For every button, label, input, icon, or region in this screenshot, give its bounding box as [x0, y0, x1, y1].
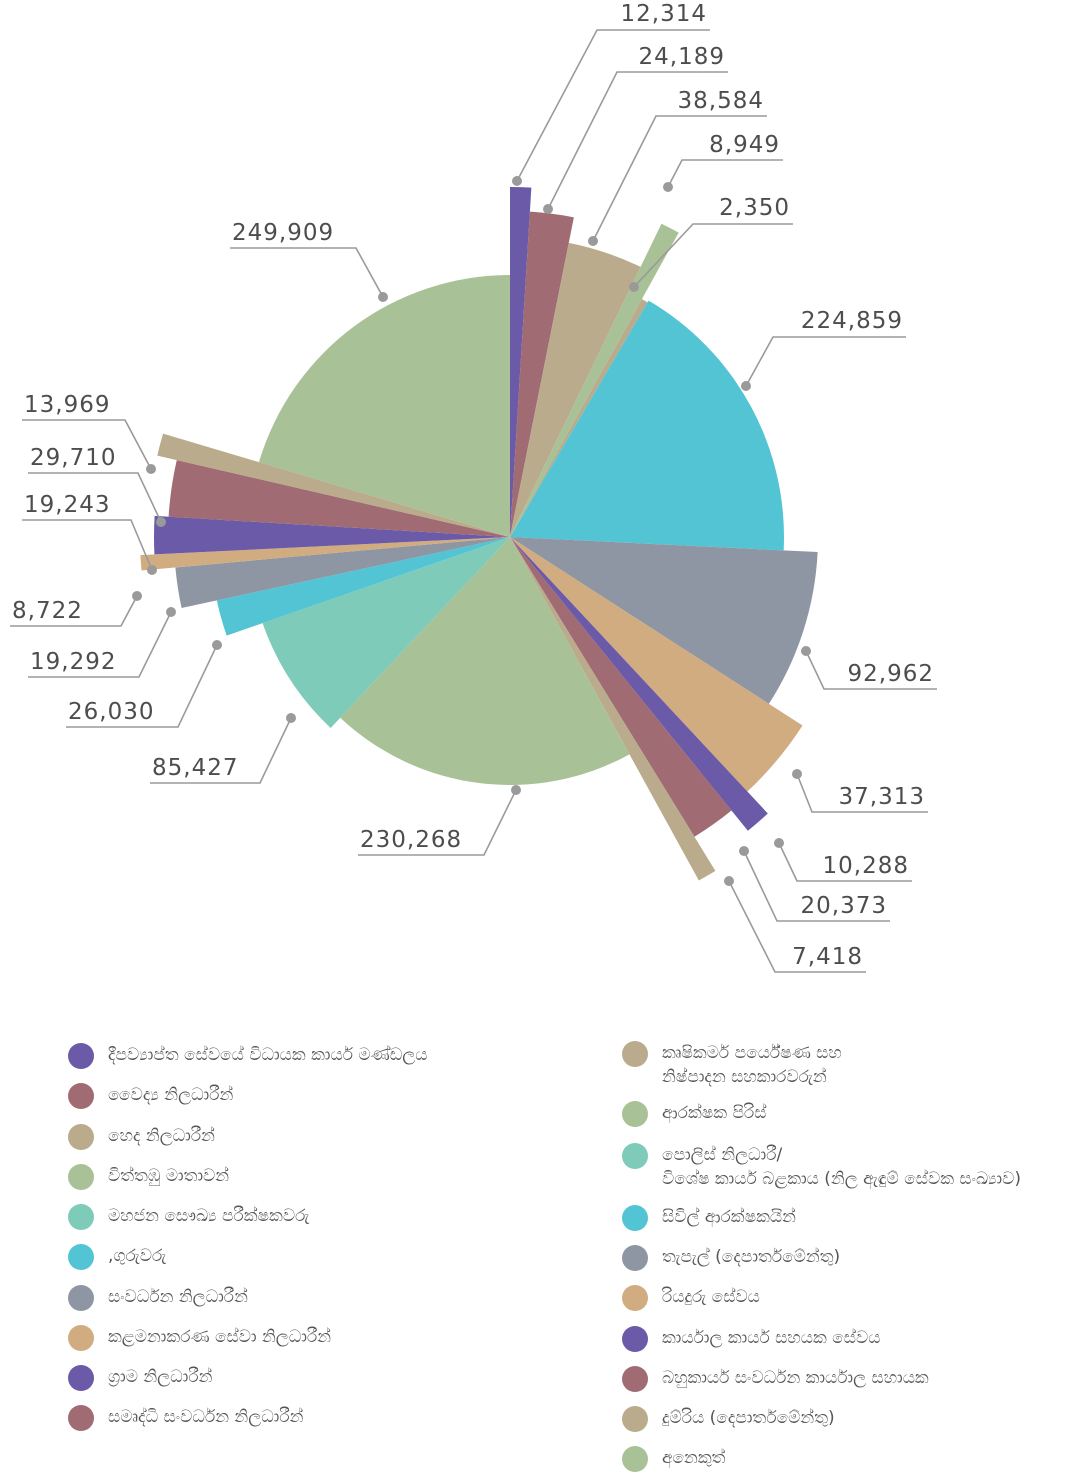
- leader-line: [745, 336, 906, 387]
- value-label: 38,584: [678, 88, 764, 114]
- value-label: 85,427: [152, 755, 238, 781]
- leader-line: [667, 159, 783, 188]
- leader-line: [28, 472, 162, 523]
- leader-line: [592, 115, 767, 242]
- value-label: 12,314: [621, 1, 707, 27]
- leader-line: [633, 223, 793, 288]
- leader-dot: [132, 591, 142, 601]
- value-label: 230,268: [360, 827, 462, 853]
- value-label: 19,243: [24, 492, 110, 518]
- leader-dot: [724, 876, 734, 886]
- pie-slice: [510, 537, 803, 792]
- leader-dot: [146, 464, 156, 474]
- leader-line: [728, 880, 866, 973]
- leader-line: [796, 773, 928, 813]
- pie-slice: [510, 537, 732, 837]
- leader-line: [516, 29, 710, 182]
- pie-slice: [510, 537, 716, 881]
- pie-slice: [340, 537, 630, 785]
- value-label: 24,189: [639, 44, 725, 70]
- value-label: 37,313: [839, 784, 925, 810]
- pie-slice: [510, 299, 648, 537]
- value-leader-lines: [10, 29, 937, 973]
- leader-line: [805, 650, 937, 690]
- leader-line: [778, 842, 912, 882]
- leader-dot: [156, 517, 166, 527]
- pie-slice: [154, 515, 510, 555]
- leader-dot: [739, 846, 749, 856]
- leader-dot: [512, 176, 522, 186]
- pie-slice: [510, 300, 784, 551]
- leader-line: [358, 789, 517, 856]
- pie-slice: [510, 537, 818, 704]
- value-label: 8,722: [12, 598, 83, 624]
- value-label: 8,949: [709, 132, 780, 158]
- pie-slice: [168, 460, 510, 537]
- leader-line: [22, 519, 153, 571]
- pie-slice: [510, 242, 641, 537]
- value-label: 7,418: [792, 944, 863, 970]
- value-label: 224,859: [801, 308, 903, 334]
- pie-slice: [175, 537, 510, 609]
- leader-line: [66, 644, 218, 728]
- leader-dot: [166, 607, 176, 617]
- leader-dot: [741, 381, 751, 391]
- leader-dot: [629, 282, 639, 292]
- pie-slices: [140, 187, 818, 881]
- value-label: 92,962: [848, 661, 934, 687]
- value-label: 29,710: [30, 445, 116, 471]
- pie-slice: [510, 211, 574, 538]
- leader-line: [150, 717, 292, 784]
- leader-dot: [511, 785, 521, 795]
- value-label: 20,373: [801, 893, 887, 919]
- pie-slice: [510, 187, 532, 537]
- pie-slice: [510, 223, 679, 537]
- value-label: 2,350: [719, 195, 790, 221]
- leader-dot: [543, 204, 553, 214]
- pie-slice: [510, 537, 768, 831]
- leader-line: [28, 611, 172, 678]
- pie-slice: [157, 433, 510, 537]
- pie-slice: [140, 537, 510, 571]
- value-label: 13,969: [24, 392, 110, 418]
- leader-line: [547, 71, 728, 210]
- value-label: 26,030: [68, 699, 154, 725]
- leader-dot: [792, 769, 802, 779]
- value-label: 249,909: [232, 220, 334, 246]
- leader-line: [743, 850, 890, 922]
- value-label: 19,292: [30, 649, 116, 675]
- leader-dot: [801, 646, 811, 656]
- leader-dot: [378, 292, 388, 302]
- leader-dot: [774, 838, 784, 848]
- pie-slice: [262, 537, 510, 728]
- leader-line: [22, 419, 152, 470]
- leader-line: [10, 595, 138, 627]
- leader-dot: [212, 640, 222, 650]
- leader-dot: [588, 236, 598, 246]
- pie-slice: [216, 537, 510, 636]
- value-label: 10,288: [823, 853, 909, 879]
- leader-dot: [663, 182, 673, 192]
- leader-dot: [286, 713, 296, 723]
- leader-line: [230, 247, 384, 298]
- pie-slice: [258, 275, 510, 537]
- leader-dot: [147, 565, 157, 575]
- value-labels: 12,314 24,189 38,584 8,949 2,350 224,859 92,96…: [12, 1, 934, 970]
